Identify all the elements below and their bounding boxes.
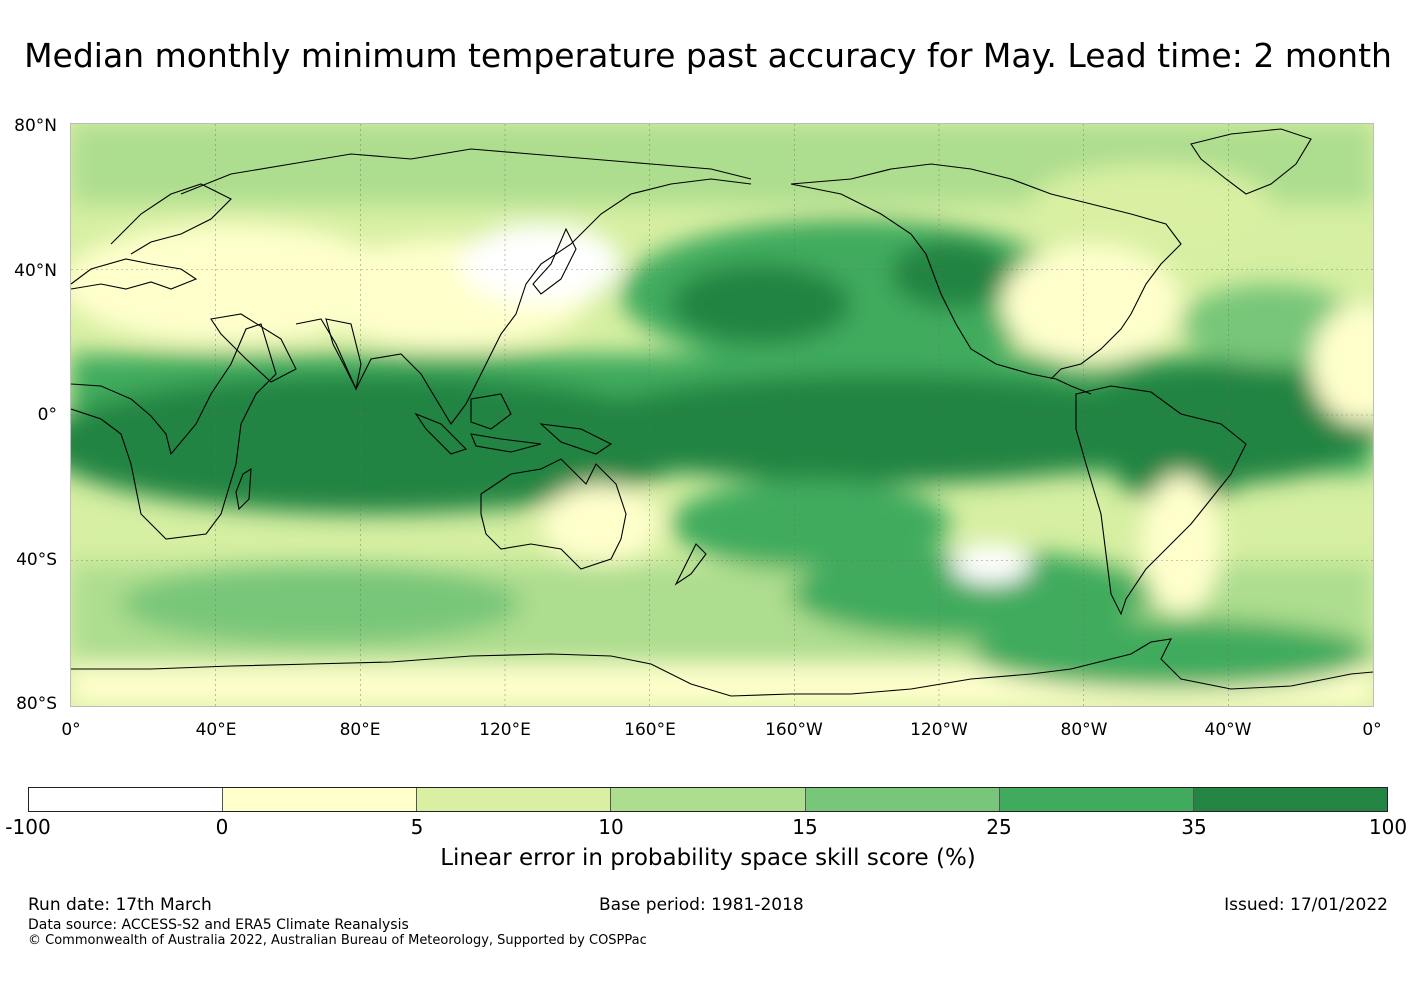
skill-score-map — [70, 123, 1374, 707]
colorbar-tick: 5 — [410, 815, 424, 839]
lat-label-80n: 80°N — [14, 116, 57, 136]
issued-date: Issued: 17/01/2022 — [1224, 895, 1388, 915]
colorbar-tick: 0 — [215, 815, 229, 839]
lon-label-40w: 40°W — [1204, 720, 1252, 740]
colorbar-tick: 100 — [1368, 815, 1408, 839]
colorbar — [28, 787, 1388, 812]
base-period: Base period: 1981-2018 — [599, 895, 804, 915]
lon-label-0: 0° — [61, 720, 81, 740]
lon-label-160w: 160°W — [765, 720, 823, 740]
data-source: Data source: ACCESS-S2 and ERA5 Climate … — [28, 917, 409, 933]
colorbar-swatch — [1193, 788, 1387, 811]
lon-label-160e: 160°E — [624, 720, 676, 740]
colorbar-swatch — [999, 788, 1194, 811]
skill-field — [71, 124, 1373, 706]
colorbar-swatch — [223, 788, 418, 811]
run-date: Run date: 17th March — [28, 895, 212, 915]
lon-label-120e: 120°E — [479, 720, 531, 740]
colorbar-swatch — [417, 788, 612, 811]
lon-label-80w: 80°W — [1060, 720, 1108, 740]
colorbar-tick: 25 — [986, 815, 1012, 839]
lon-label-120w: 120°W — [910, 720, 968, 740]
colorbar-swatch — [805, 788, 1000, 811]
coastlines — [71, 128, 1373, 697]
copyright-notice: © Commonwealth of Australia 2022, Austra… — [28, 933, 647, 948]
lat-label-80s: 80°S — [16, 694, 57, 714]
lat-label-eq: 0° — [37, 405, 57, 425]
map-title: Median monthly minimum temperature past … — [24, 36, 1392, 75]
colorbar-tick: 15 — [792, 815, 818, 839]
lon-label-80e: 80°E — [339, 720, 381, 740]
colorbar-tick: 10 — [598, 815, 624, 839]
colorbar-swatch — [29, 788, 224, 811]
colorbar-tick: 35 — [1181, 815, 1207, 839]
map-gridlines — [71, 124, 1373, 706]
lat-label-40s: 40°S — [16, 550, 57, 570]
colorbar-label: Linear error in probability space skill … — [440, 845, 976, 871]
lon-label-40e: 40°E — [195, 720, 237, 740]
lon-label-0-right: 0° — [1362, 720, 1382, 740]
colorbar-tick: -100 — [5, 815, 51, 839]
lat-label-40n: 40°N — [14, 261, 57, 281]
colorbar-swatch — [611, 788, 806, 811]
